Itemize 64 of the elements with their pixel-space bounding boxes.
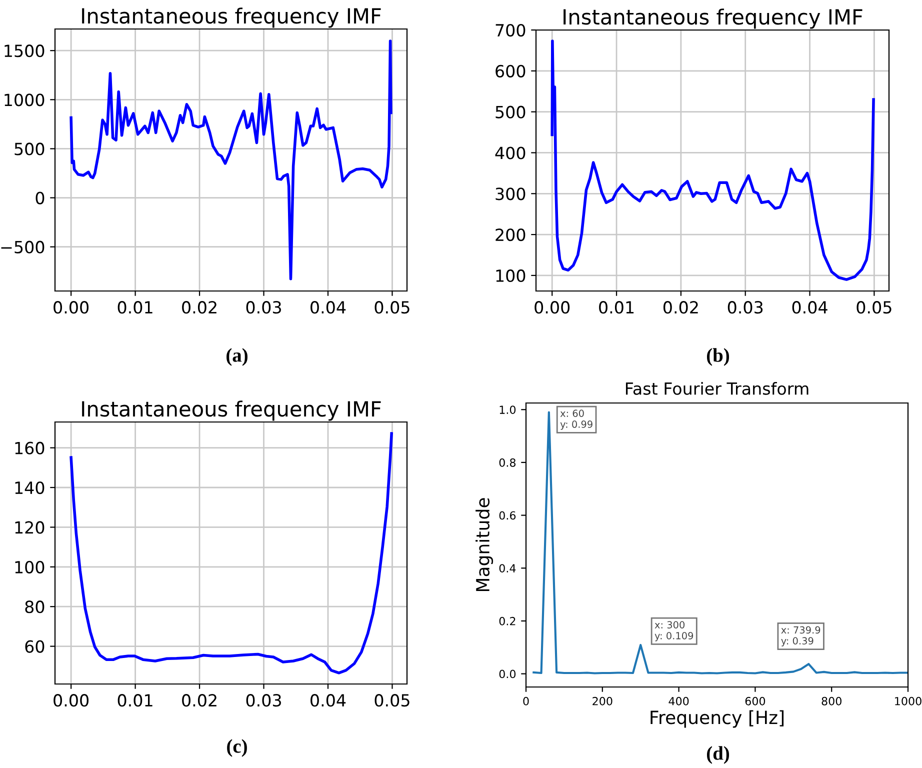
y-tick-label: 0.6: [499, 511, 516, 520]
chart-title: Instantaneous frequency IMF: [82, 8, 381, 28]
x-tick-label: 0.04: [310, 301, 346, 314]
x-tick-label: 0.05: [856, 301, 892, 314]
y-tick-label: 100: [496, 269, 526, 282]
y-tick-label: 1000: [4, 94, 44, 106]
y-tick-label: −500: [1, 240, 44, 254]
line-series: [532, 411, 908, 674]
x-tick-label: 0.00: [54, 301, 89, 314]
x-axis-title: Frequency [Hz]: [650, 710, 784, 728]
text: (b): [706, 348, 730, 366]
chart-title: Instantaneous frequency IMF: [564, 8, 862, 29]
x-tick-label: 200: [592, 696, 612, 706]
x-tick-label: 0.04: [310, 694, 346, 707]
x-tick-label: 0.02: [663, 301, 698, 314]
line-series: [70, 40, 392, 280]
x-tick-label: 0.00: [534, 301, 570, 314]
x-tick-label: 0.00: [54, 694, 89, 707]
x-tick-label: 0.02: [182, 301, 216, 314]
x-tick-label: 0.02: [182, 694, 216, 707]
y-tick-label: 1.0: [500, 406, 516, 414]
annotation: x: 739.9 y: 0.39: [781, 626, 820, 646]
x-tick-label: 0.01: [118, 694, 152, 707]
y-tick-label: 600: [496, 64, 526, 78]
y-tick-label: 400: [495, 146, 526, 160]
chart-title: Instantaneous frequency IMF: [82, 400, 381, 421]
x-tick-label: 400: [668, 696, 689, 706]
x-tick-label: 600: [745, 696, 766, 706]
x-tick-label: 0.03: [246, 694, 281, 707]
y-tick-label: 0.8: [499, 458, 516, 467]
x-tick-label: 1000: [895, 696, 922, 706]
text: (d): [706, 746, 730, 764]
annotation: x: 60 y: 0.99: [560, 410, 592, 430]
y-tick-label: 140: [15, 481, 44, 494]
text: (a): [226, 348, 248, 366]
y-tick-label: 0.4: [499, 564, 516, 572]
x-tick-label: 0.01: [118, 301, 152, 314]
x-tick-label: 0.03: [246, 301, 281, 314]
y-tick-label: 100: [15, 560, 44, 574]
y-tick-label: 500: [14, 142, 44, 156]
y-tick-label: 160: [15, 442, 44, 454]
x-tick-label: 0.05: [374, 301, 410, 314]
x-tick-label: 0.05: [374, 694, 410, 707]
y-tick-label: 60: [25, 640, 44, 653]
y-tick-label: 500: [496, 106, 526, 118]
x-tick-label: 0.04: [792, 301, 828, 314]
x-tick-label: 800: [822, 696, 842, 706]
y-axis-title: Magnitude: [476, 498, 494, 592]
chart-title: Fast Fourier Transform: [626, 382, 808, 395]
x-tick-label: 0.03: [728, 301, 763, 314]
y-tick-label: 0.2: [499, 616, 516, 626]
text: (c): [227, 739, 247, 757]
y-tick-label: 1500: [4, 44, 44, 58]
y-tick-label: 700: [496, 24, 526, 37]
y-tick-label: 0.0: [499, 670, 516, 678]
y-tick-label: 80: [25, 600, 44, 614]
y-tick-label: 0: [36, 192, 44, 204]
x-tick-label: 0.01: [599, 301, 634, 314]
y-tick-label: 120: [15, 521, 44, 534]
line-series: [70, 432, 393, 674]
line-series: [550, 40, 875, 281]
y-tick-label: 200: [496, 228, 526, 242]
y-tick-label: 300: [496, 188, 526, 200]
annotation: x: 300 y: 0.109: [654, 621, 694, 642]
